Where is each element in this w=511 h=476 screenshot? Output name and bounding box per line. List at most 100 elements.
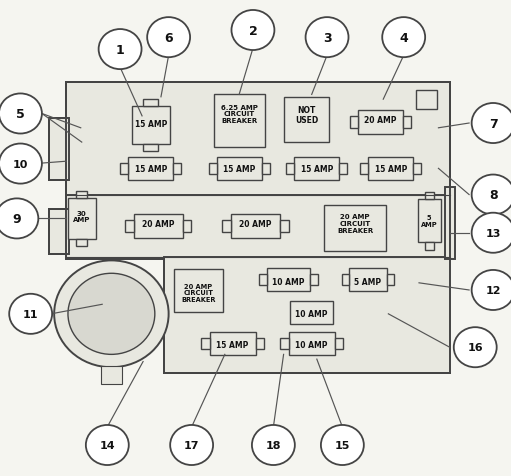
Text: 2: 2: [248, 24, 258, 38]
Text: 20 AMP: 20 AMP: [364, 116, 397, 124]
Circle shape: [147, 18, 190, 58]
Text: 5: 5: [16, 108, 25, 121]
Text: 20 AMP
CIRCUIT
BREAKER: 20 AMP CIRCUIT BREAKER: [181, 283, 216, 302]
Circle shape: [252, 425, 295, 465]
FancyBboxPatch shape: [208, 163, 217, 175]
Text: 15 AMP: 15 AMP: [300, 165, 333, 173]
FancyBboxPatch shape: [445, 188, 455, 259]
Circle shape: [321, 425, 364, 465]
Text: 20 AMP: 20 AMP: [239, 219, 272, 228]
Text: 12: 12: [485, 286, 501, 295]
FancyBboxPatch shape: [413, 163, 422, 175]
FancyBboxPatch shape: [66, 83, 450, 198]
Circle shape: [306, 18, 349, 58]
FancyBboxPatch shape: [310, 274, 318, 286]
Circle shape: [170, 425, 213, 465]
Text: 16: 16: [468, 343, 483, 352]
FancyBboxPatch shape: [339, 163, 347, 175]
FancyBboxPatch shape: [143, 145, 158, 152]
Text: 11: 11: [23, 309, 38, 319]
FancyBboxPatch shape: [143, 100, 158, 107]
Circle shape: [0, 94, 42, 134]
Circle shape: [68, 274, 155, 355]
FancyBboxPatch shape: [342, 274, 349, 286]
Text: 5 AMP: 5 AMP: [354, 278, 382, 286]
Circle shape: [99, 30, 142, 70]
FancyBboxPatch shape: [294, 158, 339, 180]
FancyBboxPatch shape: [201, 338, 210, 349]
Text: 7: 7: [489, 117, 498, 130]
FancyBboxPatch shape: [67, 199, 96, 239]
Text: 15 AMP: 15 AMP: [134, 119, 167, 128]
FancyBboxPatch shape: [286, 163, 294, 175]
FancyBboxPatch shape: [284, 98, 329, 143]
Text: 10: 10: [13, 159, 28, 169]
FancyBboxPatch shape: [418, 200, 440, 243]
FancyBboxPatch shape: [416, 90, 437, 109]
Text: 10 AMP: 10 AMP: [272, 278, 305, 286]
FancyBboxPatch shape: [360, 163, 368, 175]
FancyBboxPatch shape: [214, 95, 265, 148]
Text: 13: 13: [485, 228, 501, 238]
FancyBboxPatch shape: [183, 220, 192, 232]
FancyBboxPatch shape: [335, 338, 343, 349]
FancyBboxPatch shape: [174, 270, 223, 313]
FancyBboxPatch shape: [324, 206, 386, 251]
Text: 30
AMP: 30 AMP: [73, 210, 90, 223]
Text: 10 AMP: 10 AMP: [295, 341, 328, 349]
Text: NOT
USED: NOT USED: [295, 106, 318, 125]
FancyBboxPatch shape: [120, 163, 128, 175]
FancyBboxPatch shape: [368, 158, 413, 180]
Text: 1: 1: [115, 43, 125, 57]
FancyBboxPatch shape: [49, 209, 69, 255]
FancyBboxPatch shape: [267, 268, 310, 291]
FancyBboxPatch shape: [425, 192, 434, 200]
FancyBboxPatch shape: [259, 274, 267, 286]
FancyBboxPatch shape: [164, 257, 450, 374]
Circle shape: [0, 199, 38, 239]
Text: 15 AMP: 15 AMP: [223, 165, 256, 173]
FancyBboxPatch shape: [281, 338, 289, 349]
Circle shape: [472, 213, 511, 253]
FancyBboxPatch shape: [132, 107, 170, 145]
Text: 15 AMP: 15 AMP: [134, 165, 167, 173]
FancyBboxPatch shape: [76, 239, 87, 247]
FancyBboxPatch shape: [262, 163, 270, 175]
Circle shape: [86, 425, 129, 465]
Text: 18: 18: [266, 440, 281, 450]
FancyBboxPatch shape: [350, 117, 358, 129]
Circle shape: [472, 270, 511, 310]
FancyBboxPatch shape: [231, 214, 280, 238]
FancyBboxPatch shape: [134, 214, 183, 238]
Circle shape: [54, 261, 169, 367]
Circle shape: [231, 11, 274, 51]
FancyBboxPatch shape: [256, 338, 264, 349]
FancyBboxPatch shape: [425, 243, 434, 250]
FancyBboxPatch shape: [289, 332, 335, 355]
FancyBboxPatch shape: [128, 158, 173, 180]
Text: 10 AMP: 10 AMP: [295, 310, 328, 318]
FancyBboxPatch shape: [49, 119, 69, 181]
FancyBboxPatch shape: [66, 195, 450, 259]
FancyBboxPatch shape: [290, 302, 333, 325]
Text: 6: 6: [165, 31, 173, 45]
Text: 15: 15: [335, 440, 350, 450]
FancyBboxPatch shape: [403, 117, 411, 129]
Text: 20 AMP: 20 AMP: [142, 219, 175, 228]
Text: 14: 14: [100, 440, 115, 450]
Text: 5
AMP: 5 AMP: [421, 215, 437, 228]
Text: 4: 4: [399, 31, 408, 45]
FancyBboxPatch shape: [125, 220, 134, 232]
Text: 3: 3: [323, 31, 331, 45]
Circle shape: [0, 144, 42, 184]
Text: 6.25 AMP
CIRCUIT
BREAKER: 6.25 AMP CIRCUIT BREAKER: [221, 105, 258, 124]
Text: 15 AMP: 15 AMP: [216, 341, 249, 349]
FancyBboxPatch shape: [76, 191, 87, 199]
Circle shape: [9, 294, 52, 334]
Text: 9: 9: [13, 212, 21, 226]
FancyBboxPatch shape: [222, 220, 231, 232]
Circle shape: [382, 18, 425, 58]
FancyBboxPatch shape: [387, 274, 394, 286]
FancyBboxPatch shape: [349, 268, 387, 291]
FancyBboxPatch shape: [101, 366, 122, 384]
